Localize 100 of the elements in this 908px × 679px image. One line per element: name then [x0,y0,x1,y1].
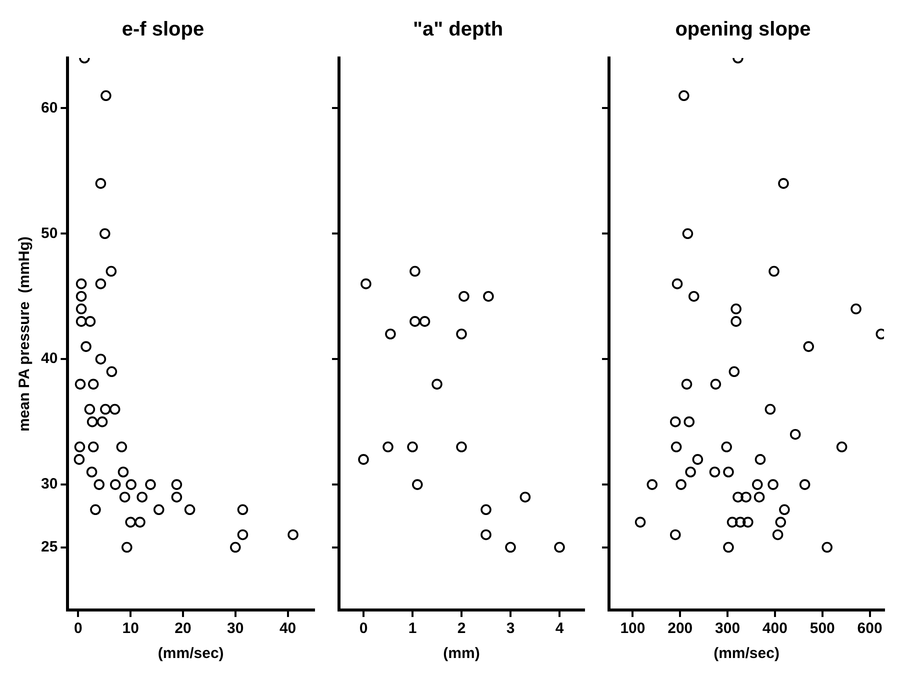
point [80,341,92,352]
point [288,529,298,540]
x-tick-label: 0 [359,620,368,638]
point [360,278,372,290]
point [136,492,148,502]
x-tick-label: 200 [668,620,693,638]
chart-title: opening slope [675,18,811,41]
point [678,90,690,102]
point [754,454,766,465]
x-tick-label: 100 [620,620,646,638]
point [772,529,784,540]
point [822,542,833,553]
point [74,378,86,390]
point [100,404,111,415]
point [730,316,742,327]
point [734,516,746,528]
point [764,404,776,415]
point [100,90,112,102]
point [412,479,423,490]
point [723,542,734,553]
point [670,416,681,428]
point [385,328,396,340]
y-tick-label: 60 [40,99,58,116]
point [106,366,118,378]
y-tick-label: 50 [40,224,58,242]
x-tick-label: 0 [74,620,82,638]
point [74,454,85,465]
point [670,442,682,452]
point [726,516,738,528]
point [778,178,789,189]
point [684,416,695,428]
point [126,479,136,490]
point [634,516,646,528]
point [237,504,248,516]
point [432,378,442,390]
point [95,278,106,290]
x-tick-label: 20 [174,620,192,638]
point [709,466,720,478]
x-tick-label: 10 [122,620,139,638]
y-tick-label: 30 [40,476,58,493]
point [681,378,692,390]
point [728,366,740,378]
point [723,466,734,478]
point [836,442,848,452]
point [116,442,128,452]
point [86,416,98,428]
point [88,442,99,452]
point [119,492,130,502]
point [410,266,420,277]
point [685,466,696,478]
x-axis-title: (mm/sec) [158,645,224,662]
point [721,442,732,452]
point [456,328,467,340]
point [742,516,754,528]
point [237,529,248,540]
x-tick-label: 400 [762,620,788,638]
point [803,341,814,352]
point [76,278,87,290]
point [358,454,369,465]
point [850,304,862,314]
x-axis-title: (mm) [443,645,480,662]
chart-title: e-f slope [122,18,204,41]
point [76,316,87,327]
point [799,479,810,490]
point [95,354,106,364]
point [145,479,156,490]
point [171,492,182,502]
point [670,529,681,540]
point [95,178,106,189]
point [458,290,470,302]
point [672,278,683,290]
point [682,228,694,240]
point [74,442,86,452]
point [710,378,722,390]
point [88,378,99,390]
point [790,428,801,440]
point [106,266,117,277]
point [646,479,658,490]
point [84,316,96,327]
point [740,492,752,502]
point [692,454,704,465]
point [480,504,492,516]
point [122,542,132,553]
point [754,492,765,502]
point [407,442,418,452]
point [505,542,516,553]
x-tick-label: 500 [810,620,835,638]
x-tick-label: 3 [506,620,515,638]
chart-title: "a" depth [412,18,504,41]
point [768,266,780,277]
point [171,479,182,490]
y-tick-label: 40 [40,350,58,368]
point [752,479,763,490]
point [76,290,87,302]
point [76,304,87,314]
point [775,516,786,528]
point [110,479,121,490]
point [153,504,164,516]
x-tick-label: 4 [555,620,564,638]
x-axis-title: (mm/sec) [714,645,780,662]
